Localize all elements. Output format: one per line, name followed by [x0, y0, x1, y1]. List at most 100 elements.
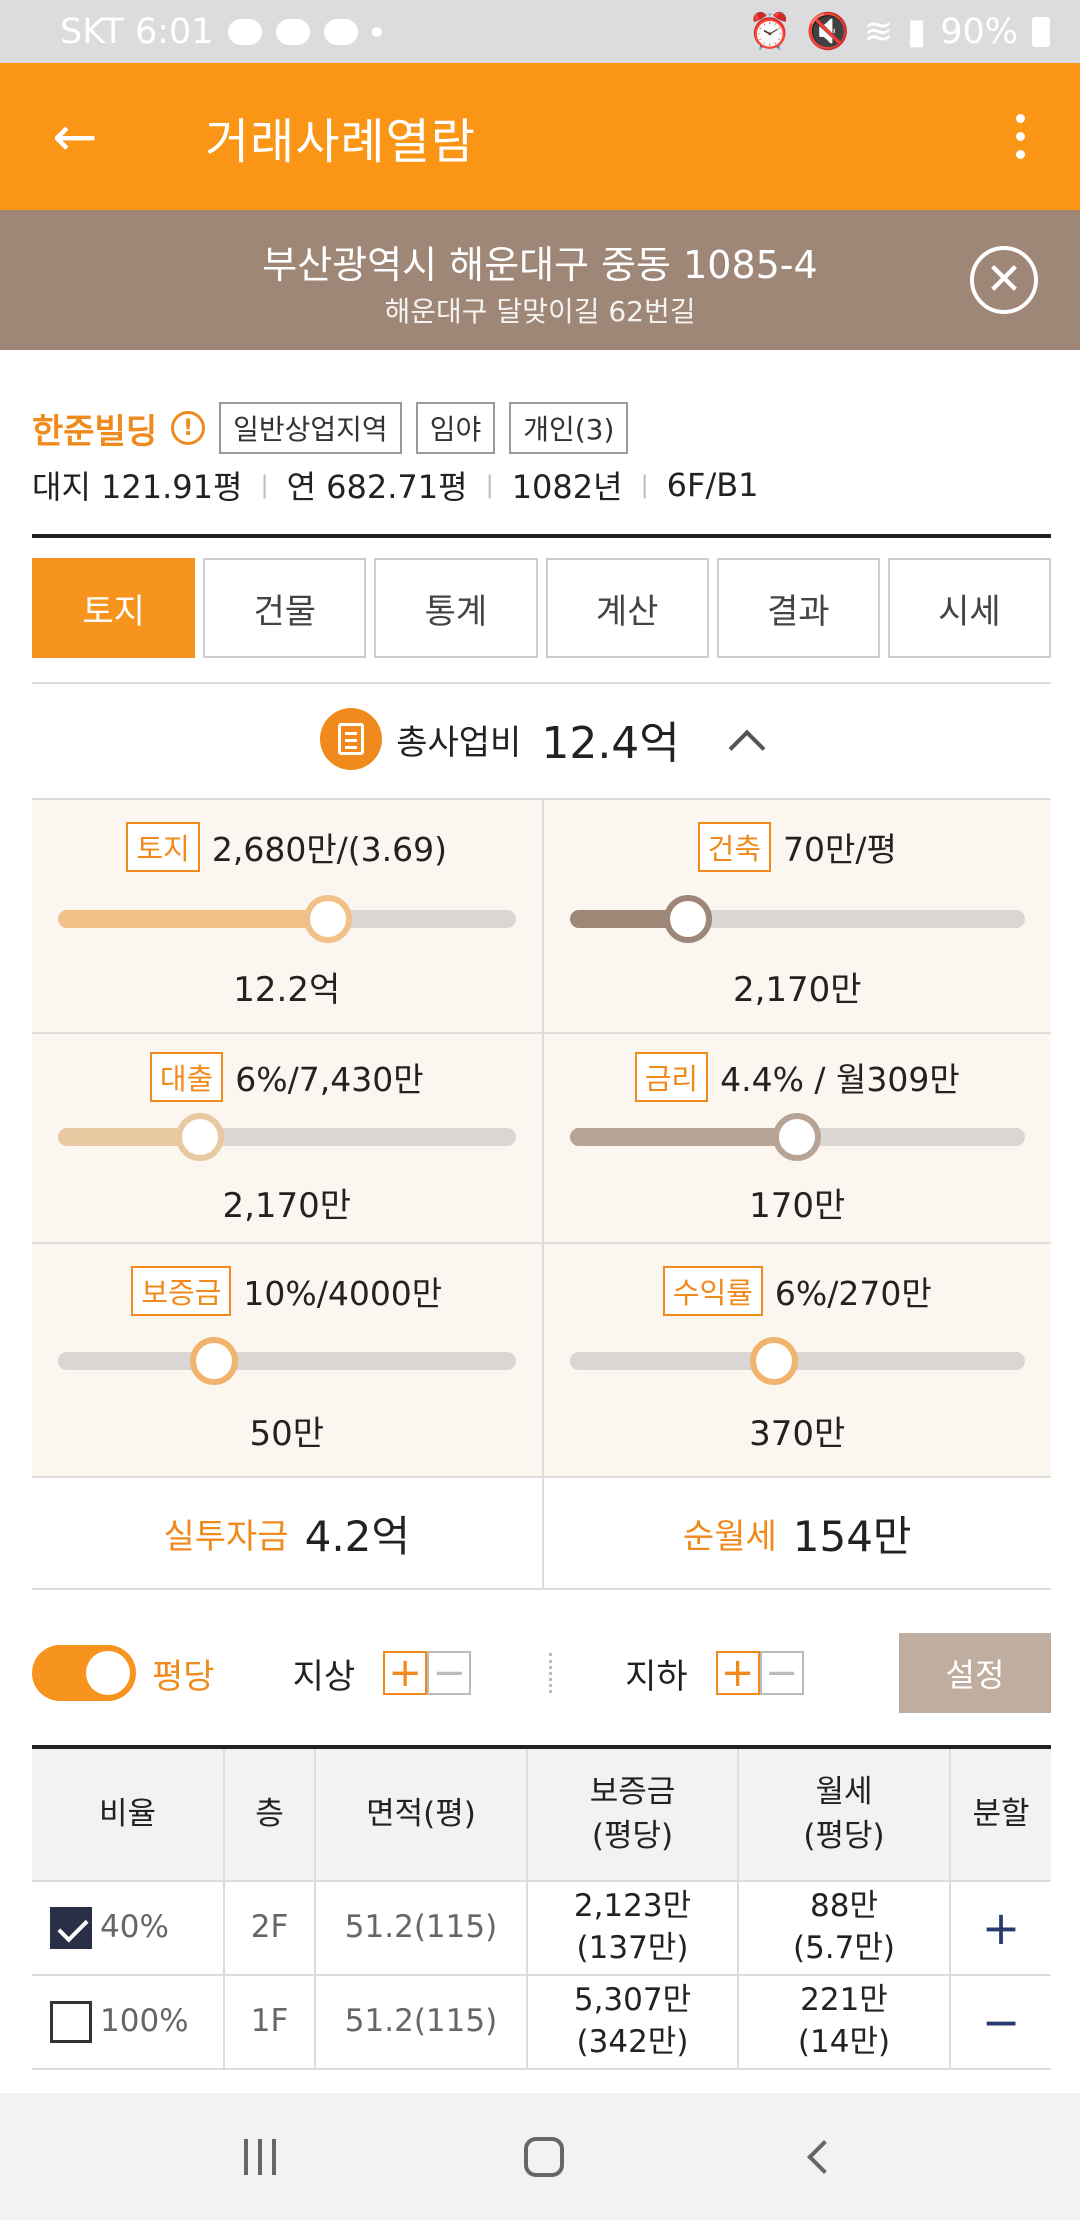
- rent-value: 221만: [800, 1982, 888, 2019]
- split-minus-button[interactable]: −: [981, 1994, 1021, 2049]
- slider-knob[interactable]: [750, 1337, 799, 1385]
- page-title: 거래사례열람: [205, 113, 476, 170]
- recent-apps-button[interactable]: [244, 2138, 276, 2175]
- split-plus-button[interactable]: +: [981, 1900, 1021, 1955]
- row-checkbox[interactable]: [50, 1907, 92, 1950]
- setting-button[interactable]: 설정: [899, 1633, 1051, 1713]
- interest-slider[interactable]: [569, 1113, 1025, 1161]
- more-notifications-icon: [371, 26, 382, 37]
- slider-badge: 대출: [149, 1052, 224, 1102]
- above-minus-button[interactable]: −: [427, 1651, 472, 1695]
- above-ground-label: 지상: [292, 1656, 356, 1697]
- tab-calculation[interactable]: 계산: [545, 558, 709, 658]
- rent-value: 88만: [810, 1888, 878, 1925]
- table-row: 40% 2F 51.2(115) 2,123만 (137만) 88만 (5.7만) …: [32, 1880, 1051, 1976]
- slider-knob[interactable]: [303, 895, 352, 943]
- battery-level: 90%: [940, 11, 1018, 52]
- per-pyeong-toggle[interactable]: [32, 1645, 136, 1701]
- floor-table: 비율 층 면적(평) 보증금 (평당) 월세 (평당) 분할 40% 2F 51…: [32, 1745, 1051, 2070]
- rate-value: 100%: [100, 2002, 189, 2039]
- owner-tag: 개인(3): [509, 402, 629, 454]
- carrier-time: SKT 6:01: [60, 11, 214, 52]
- chevron-up-icon[interactable]: [728, 729, 766, 767]
- slider-head: 4.4% / 월309만: [720, 1060, 960, 1099]
- col-floor: 층: [223, 1746, 316, 1882]
- back-button[interactable]: ←: [0, 63, 150, 210]
- system-nav-bar: [0, 2093, 1080, 2220]
- col-area: 면적(평): [314, 1746, 528, 1882]
- slider-head: 6%/270만: [774, 1274, 932, 1313]
- deposit-slider-cell: 보증금 10%/4000만 50만: [32, 1244, 542, 1476]
- close-button[interactable]: ✕: [970, 246, 1038, 314]
- home-button[interactable]: [524, 2136, 564, 2177]
- table-row: 100% 1F 51.2(115) 5,307만 (342만) 221만 (14만)…: [32, 1974, 1051, 2070]
- interest-slider-cell: 금리 4.4% / 월309만 170만: [541, 1034, 1051, 1242]
- below-minus-button[interactable]: −: [759, 1651, 804, 1695]
- slider-knob[interactable]: [175, 1113, 224, 1161]
- close-icon: ✕: [985, 254, 1023, 305]
- divider: |: [640, 471, 649, 499]
- tab-statistics[interactable]: 통계: [374, 558, 538, 658]
- slider-value: 12.2억: [233, 970, 341, 1010]
- tab-market-price[interactable]: 시세: [887, 558, 1052, 658]
- loan-slider-cell: 대출 6%/7,430만 2,170만: [32, 1034, 542, 1242]
- divider: |: [260, 471, 269, 499]
- tab-building[interactable]: 건물: [203, 558, 367, 658]
- total-cost-label: 총사업비: [396, 722, 522, 763]
- total-cost-header[interactable]: 총사업비 12.4억: [0, 704, 1080, 774]
- deposit-slider[interactable]: [58, 1337, 516, 1385]
- signal-icon: ▮: [906, 11, 927, 52]
- slider-head: 10%/4000만: [243, 1274, 443, 1313]
- rent-cell: 221만 (14만): [737, 1974, 951, 2070]
- slider-knob[interactable]: [663, 895, 712, 943]
- system-back-button[interactable]: [807, 2139, 841, 2174]
- land-slider-cell: 토지 2,680만/(3.69) 12.2억: [32, 800, 542, 1032]
- loan-slider[interactable]: [58, 1113, 516, 1161]
- total-cost-value: 12.4억: [541, 718, 680, 769]
- talk-notification-icon: [323, 18, 358, 45]
- info-icon[interactable]: !: [171, 411, 206, 445]
- status-bar: SKT 6:01 ⏰ 🔇 ≋ ▮ 90%: [0, 0, 1080, 63]
- talk-notification-icon: [227, 18, 262, 45]
- building-name: 한준빌딩: [32, 411, 158, 452]
- deposit-per-pyeong: (342만): [576, 2024, 689, 2060]
- alarm-icon: ⏰: [748, 12, 793, 52]
- land-slider[interactable]: [58, 895, 516, 943]
- mute-icon: 🔇: [806, 12, 850, 52]
- above-plus-button[interactable]: +: [383, 1651, 428, 1695]
- rent-per-pyeong: (5.7만): [792, 1930, 895, 1966]
- deposit-cell: 2,123만 (137만): [526, 1880, 739, 1976]
- construction-slider-cell: 건축 70만/평 2,170만: [541, 800, 1051, 1032]
- row-checkbox[interactable]: [50, 2001, 92, 2044]
- split-cell: −: [949, 1974, 1051, 2070]
- divider: [32, 534, 1051, 538]
- tab-land[interactable]: 토지: [32, 558, 196, 658]
- floors: 6F/B1: [666, 466, 759, 504]
- slider-badge: 보증금: [131, 1266, 232, 1316]
- slider-head: 2,680만/(3.69): [211, 830, 448, 869]
- deposit-value: 2,123만: [573, 1888, 692, 1925]
- cleaner-notification-icon: [275, 18, 310, 45]
- land-area: 대지 121.91평: [32, 468, 243, 506]
- construction-slider[interactable]: [569, 895, 1025, 943]
- yield-slider[interactable]: [569, 1337, 1025, 1385]
- rent-per-pyeong: (14만): [797, 2024, 891, 2060]
- split-cell: +: [949, 1880, 1051, 1976]
- tab-result[interactable]: 결과: [716, 558, 880, 658]
- more-menu-button[interactable]: [980, 63, 1060, 210]
- wifi-icon: ≋: [863, 11, 893, 52]
- slider-knob[interactable]: [189, 1337, 238, 1385]
- building-header: 한준빌딩 ! 일반상업지역 임야 개인(3): [32, 402, 629, 454]
- address-bar: 부산광역시 해운대구 중동 1085-4 해운대구 달맞이길 62번길 ✕: [0, 210, 1080, 350]
- land-type-tag: 임야: [415, 402, 496, 454]
- slider-value: 170만: [749, 1186, 846, 1226]
- below-plus-button[interactable]: +: [715, 1651, 760, 1695]
- floor-controls: 평당 지상 + − 지하 + − 설정: [32, 1633, 1051, 1713]
- slider-value: 2,170만: [222, 1186, 352, 1226]
- slider-value: 50만: [249, 1414, 325, 1454]
- slider-knob[interactable]: [773, 1113, 822, 1161]
- deposit-cell: 5,307만 (342만): [526, 1974, 739, 2070]
- table-header-row: 비율 층 면적(평) 보증금 (평당) 월세 (평당) 분할: [32, 1746, 1051, 1882]
- building-stats: 대지 121.91평 | 연 682.71평 | 1082년 | 6F/B1: [32, 462, 759, 508]
- deposit-per-pyeong: (137만): [576, 1930, 689, 1966]
